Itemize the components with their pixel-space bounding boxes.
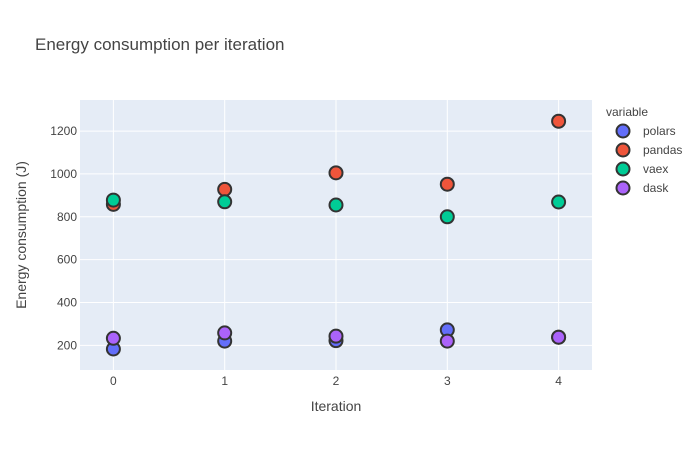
y-tick-label: 600: [57, 253, 77, 267]
legend[interactable]: variable polars pandas vaex dask: [606, 105, 683, 196]
dask-point: [439, 333, 455, 349]
y-tick-label: 200: [57, 338, 77, 352]
dask-point: [105, 330, 121, 346]
grid-lines: [80, 100, 592, 370]
y-tick-label: 1200: [50, 124, 77, 138]
dask-point: [217, 325, 233, 341]
data-points: [105, 113, 567, 357]
legend-marker: [615, 161, 631, 177]
legend-item-vaex[interactable]: vaex: [615, 161, 669, 177]
vaex-point: [328, 197, 344, 213]
x-tick-label: 3: [444, 374, 451, 388]
vaex-point: [105, 192, 121, 208]
pandas-point: [217, 181, 233, 197]
pandas-point: [328, 165, 344, 181]
legend-marker: [615, 180, 631, 196]
vaex-point: [551, 194, 567, 210]
y-tick-label: 800: [57, 210, 77, 224]
vaex-point: [217, 194, 233, 210]
pandas-point: [551, 113, 567, 129]
dask-point: [328, 328, 344, 344]
legend-marker: [615, 123, 631, 139]
legend-marker: [615, 142, 631, 158]
legend-label: dask: [643, 181, 669, 195]
legend-title: variable: [606, 105, 648, 119]
chart-title: Energy consumption per iteration: [35, 35, 284, 54]
x-tick-label: 0: [110, 374, 117, 388]
x-tick-label: 2: [333, 374, 340, 388]
x-axis-ticks: 0 1 2 3 4: [110, 374, 562, 388]
y-axis-ticks: 200 400 600 800 1000 1200: [50, 124, 77, 352]
legend-label: pandas: [643, 143, 682, 157]
vaex-point: [439, 209, 455, 225]
legend-label: vaex: [643, 162, 668, 176]
y-axis-label: Energy consumption (J): [13, 161, 29, 309]
series-vaex: [105, 192, 567, 225]
legend-item-dask[interactable]: dask: [615, 180, 670, 196]
dask-point: [551, 329, 567, 345]
legend-item-pandas[interactable]: pandas: [615, 142, 683, 158]
series-dask: [105, 325, 567, 349]
y-tick-label: 1000: [50, 167, 77, 181]
legend-label: polars: [643, 124, 676, 138]
pandas-point: [439, 176, 455, 192]
y-tick-label: 400: [57, 296, 77, 310]
x-tick-label: 1: [221, 374, 228, 388]
legend-item-polars[interactable]: polars: [615, 123, 676, 139]
x-axis-label: Iteration: [311, 398, 362, 414]
x-tick-label: 4: [555, 374, 562, 388]
